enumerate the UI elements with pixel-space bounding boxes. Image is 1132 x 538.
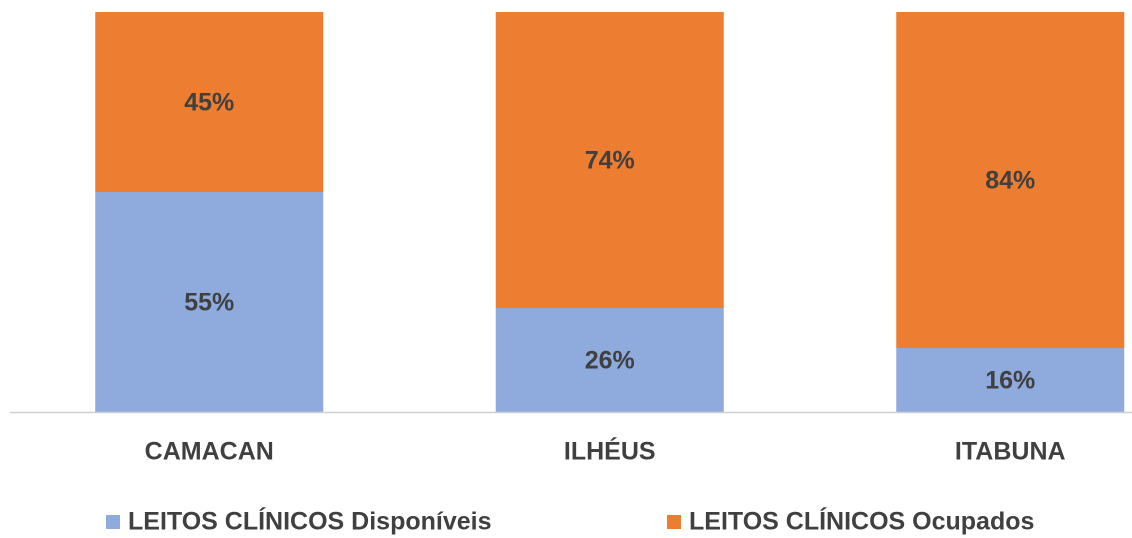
bar-segment bbox=[896, 348, 1125, 412]
legend-label: LEITOS CLÍNICOS Ocupados bbox=[689, 507, 1034, 536]
bar-segment bbox=[95, 192, 324, 412]
data-label: 26% bbox=[585, 347, 635, 375]
legend-swatch bbox=[667, 515, 681, 529]
bar-segment bbox=[896, 12, 1125, 348]
x-tick-label: CAMACAN bbox=[145, 438, 274, 466]
bar-segment bbox=[495, 12, 724, 308]
bar-segment bbox=[495, 308, 724, 412]
x-tick-label: ITABUNA bbox=[955, 438, 1066, 466]
data-label: 55% bbox=[184, 289, 234, 317]
data-label: 45% bbox=[184, 89, 234, 117]
data-label: 74% bbox=[585, 147, 635, 175]
data-label: 84% bbox=[985, 167, 1035, 195]
x-tick-label: ILHÉUS bbox=[564, 437, 656, 466]
bar-segment bbox=[95, 12, 324, 192]
legend-swatch bbox=[106, 515, 120, 529]
data-label: 16% bbox=[985, 367, 1035, 395]
legend-label: LEITOS CLÍNICOS Disponíveis bbox=[128, 507, 492, 536]
